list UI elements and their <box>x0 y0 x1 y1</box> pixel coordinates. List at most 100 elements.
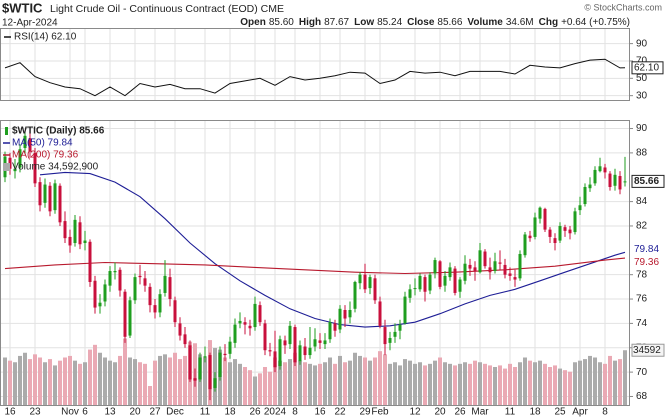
candle-body <box>428 274 432 291</box>
candle-body <box>568 229 572 234</box>
volume-bar <box>303 362 307 405</box>
volume-bar <box>93 344 97 405</box>
x-tick-label: 12 <box>409 407 421 418</box>
volume-bar <box>133 359 137 405</box>
candle-body <box>618 176 622 190</box>
symbol: $WTIC <box>2 0 43 15</box>
volume-bar <box>13 362 17 405</box>
candle-body <box>308 347 312 356</box>
volume-bar <box>243 367 247 405</box>
volume-bar <box>108 360 112 405</box>
candle-body <box>298 345 302 362</box>
last-price-box <box>631 174 665 188</box>
volume-bar <box>283 362 287 405</box>
volume-bar <box>163 354 167 405</box>
last-price-label: 85.66 <box>634 176 659 187</box>
candle-body <box>353 281 357 309</box>
volume-bar <box>518 362 522 405</box>
volume-bar <box>313 365 317 405</box>
candle-body <box>553 238 557 244</box>
volume-bar <box>543 363 547 405</box>
volume-bar <box>48 359 52 405</box>
candle-body <box>78 222 82 245</box>
volume-bar <box>183 355 187 405</box>
volume-bar <box>203 357 207 405</box>
volume-bar <box>558 368 562 405</box>
candle-body <box>563 227 567 231</box>
candle-body <box>128 300 132 336</box>
volume-bar <box>128 357 132 405</box>
volume-bar <box>33 354 37 405</box>
candle-body <box>208 355 212 390</box>
candle-body <box>263 323 267 351</box>
x-tick-label: 8 <box>292 407 298 418</box>
volume-bar <box>278 360 282 405</box>
quote-label: Chg <box>539 17 558 28</box>
candle-body <box>538 207 542 219</box>
candle-body <box>168 277 172 300</box>
volume-bar <box>323 362 327 405</box>
candle-body <box>423 277 427 292</box>
candle-body <box>23 135 27 149</box>
candle-body <box>468 264 472 269</box>
volume-bar <box>498 365 502 405</box>
volume-bar <box>58 360 62 405</box>
volume-bar <box>353 352 357 405</box>
volume-bar <box>273 357 277 405</box>
last-value-label: 62.10 <box>634 62 659 73</box>
volume-bar <box>418 362 422 405</box>
candle-body <box>403 296 407 324</box>
candle-body <box>33 152 37 184</box>
volume-bar <box>373 357 377 405</box>
volume-bar <box>433 360 437 405</box>
candle-body <box>318 340 322 343</box>
legend-label: MA(50) 79.84 <box>12 138 73 149</box>
volume-bar <box>513 367 517 405</box>
rsi-line <box>4 58 626 97</box>
volume-bar <box>288 359 292 405</box>
candle-body <box>113 271 117 273</box>
candle-body <box>258 305 262 323</box>
volume-bar <box>463 362 467 405</box>
candle-body <box>223 353 227 356</box>
volume-bar <box>393 362 397 405</box>
x-tick-label: Apr <box>572 407 588 418</box>
candle-body <box>253 303 257 328</box>
candle-body <box>28 138 32 152</box>
candle-body <box>53 183 57 211</box>
candle-body <box>418 275 422 290</box>
volume-bar <box>448 363 452 405</box>
candle-body <box>488 267 492 273</box>
candle-body <box>608 173 612 187</box>
volume-bar <box>63 357 67 405</box>
candle-body <box>448 267 452 278</box>
candle-body <box>358 274 362 284</box>
volume-bar <box>568 371 572 405</box>
legend-label: RSI(14) 62.10 <box>14 32 77 43</box>
volume-bar <box>403 359 407 405</box>
candle-body <box>288 325 292 345</box>
candle-body <box>453 268 457 293</box>
volume-bar <box>368 360 372 405</box>
legend-label: $WTIC (Daily) 85.66 <box>12 126 105 137</box>
volume-bar <box>178 359 182 405</box>
candle-body <box>173 300 177 323</box>
moving-average-line <box>4 257 626 275</box>
quote-value: 87.67 <box>324 17 349 28</box>
volume-bar <box>378 351 382 405</box>
candle-body <box>63 221 67 239</box>
y-tick-label: 90 <box>636 123 648 134</box>
volume-bar <box>458 363 462 405</box>
candle-body <box>593 169 597 184</box>
candle-body <box>338 308 342 330</box>
volume-bar <box>608 355 612 405</box>
volume-bar <box>493 367 497 405</box>
x-tick-label: Dec <box>166 407 184 418</box>
volume-bar <box>483 363 487 405</box>
volume-bar <box>443 362 447 405</box>
x-tick-label: 27 <box>149 407 161 418</box>
quote-label: High <box>299 17 321 28</box>
candle-body <box>148 286 152 306</box>
y-tick-label: 70 <box>636 56 648 67</box>
volume-bar <box>248 370 252 405</box>
